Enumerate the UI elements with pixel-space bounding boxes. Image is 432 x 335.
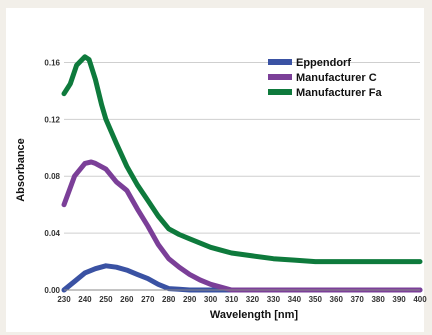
x-tick-label: 400 xyxy=(413,295,427,304)
legend-swatch-2 xyxy=(268,89,292,95)
legend-swatch-1 xyxy=(268,74,292,80)
x-tick-label: 320 xyxy=(246,295,260,304)
y-tick-labels: 0.00 0.04 0.08 0.12 0.16 xyxy=(44,58,60,295)
x-tick-label: 270 xyxy=(141,295,155,304)
y-axis-title: Absorbance xyxy=(15,138,27,202)
x-tick-labels: 230 240 250 260 270 280 290 300 310 320 330 340 350 3… xyxy=(57,295,427,304)
x-tick-label: 280 xyxy=(162,295,176,304)
x-tick-label: 260 xyxy=(120,295,134,304)
x-tick-label: 230 xyxy=(57,295,71,304)
x-tick-label: 300 xyxy=(204,295,218,304)
y-tick-label: 0.04 xyxy=(44,229,60,238)
y-tick-label: 0.00 xyxy=(44,286,60,295)
y-tick-label: 0.08 xyxy=(44,172,60,181)
legend-label-2: Manufacturer Fa xyxy=(296,87,382,99)
x-tick-label: 240 xyxy=(78,295,92,304)
x-tick-label: 310 xyxy=(225,295,239,304)
series-line-0 xyxy=(61,263,423,293)
y-tick-label: 0.12 xyxy=(44,115,60,124)
x-tick-label: 290 xyxy=(183,295,197,304)
legend-label-0: Eppendorf xyxy=(296,57,351,69)
x-tick-label: 360 xyxy=(330,295,344,304)
x-tick-label: 350 xyxy=(309,295,323,304)
x-tick-label: 330 xyxy=(267,295,281,304)
y-tick-label: 0.16 xyxy=(44,58,60,67)
series-line-2 xyxy=(61,54,423,265)
x-tick-label: 390 xyxy=(392,295,406,304)
x-tick-label: 250 xyxy=(99,295,113,304)
legend: Eppendorf Manufacturer C Manufacturer Fa xyxy=(268,57,382,99)
x-tick-label: 380 xyxy=(371,295,385,304)
legend-swatch-0 xyxy=(268,59,292,65)
x-tick-label: 340 xyxy=(288,295,302,304)
series-line-1 xyxy=(61,159,423,293)
x-tick-label: 370 xyxy=(350,295,364,304)
x-axis-title: Wavelength [nm] xyxy=(210,309,299,321)
legend-label-1: Manufacturer C xyxy=(296,72,377,84)
